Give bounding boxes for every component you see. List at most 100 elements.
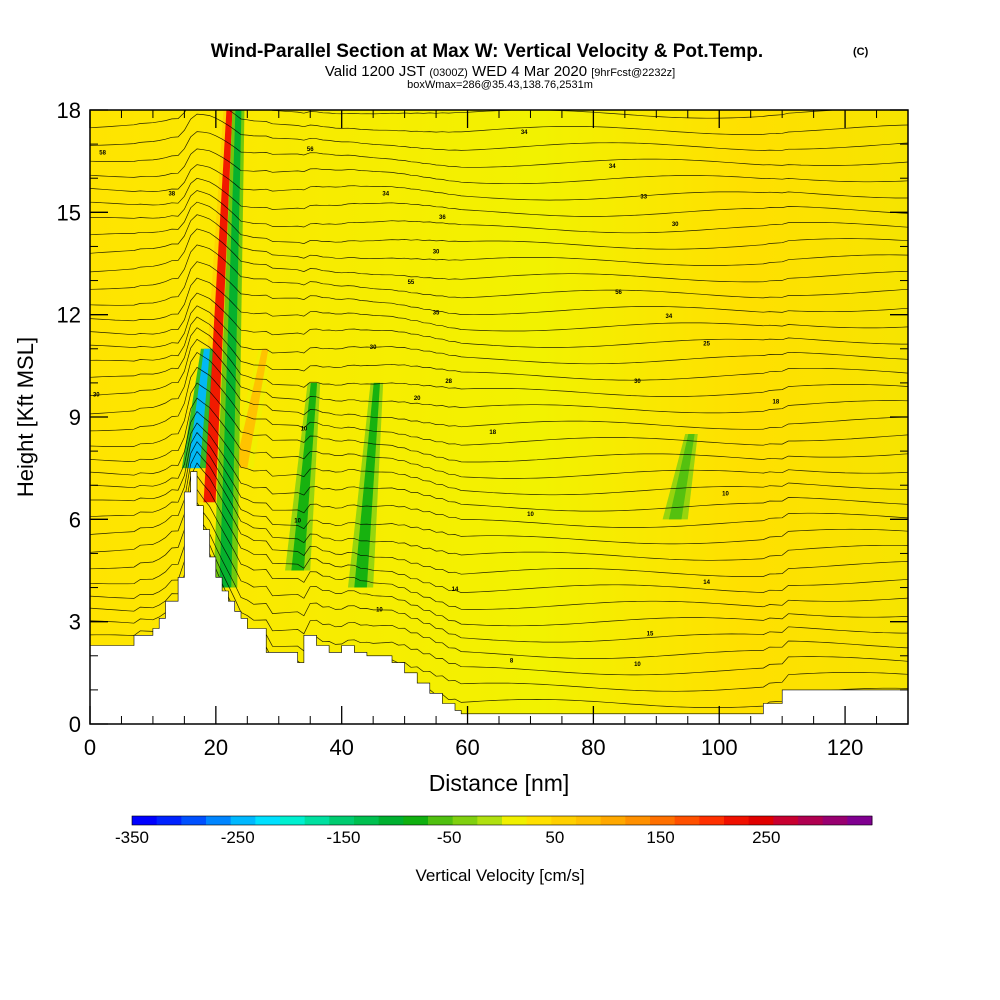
contour-label: 28 bbox=[445, 379, 452, 385]
velocity-core-downdraft bbox=[668, 434, 695, 520]
theta-contour-line bbox=[90, 462, 908, 577]
x-tick-label: 120 bbox=[827, 735, 864, 760]
y-tick-label: 18 bbox=[57, 98, 81, 123]
colorbar-swatch bbox=[280, 816, 306, 825]
theta-contour-line bbox=[90, 190, 908, 234]
y-tick-label: 6 bbox=[69, 507, 81, 532]
contour-label: 30 bbox=[433, 249, 440, 255]
y-tick-label: 15 bbox=[57, 200, 81, 225]
x-tick-label: 40 bbox=[329, 735, 353, 760]
colorbar-tick-label: -350 bbox=[115, 828, 149, 847]
y-tick-label: 9 bbox=[69, 405, 81, 430]
theta-contour-line bbox=[90, 244, 908, 299]
valid-time-line: Valid 1200 JST (0300Z) WED 4 Mar 2020 [9… bbox=[325, 63, 675, 80]
contour-label: 10 bbox=[294, 519, 301, 525]
y-tick-label: 12 bbox=[57, 303, 81, 328]
colorbar-swatch bbox=[798, 816, 824, 825]
colorbar-tick-label: -150 bbox=[326, 828, 360, 847]
theta-contour-line bbox=[90, 110, 908, 135]
theta-contour-line bbox=[90, 316, 908, 381]
theta-contour-line bbox=[90, 277, 908, 332]
colorbar-swatch bbox=[403, 816, 429, 825]
contour-labels: 58 38 56 34 34 34 33 30 36 30 55 56 35 34 30 25 28 30 30 20… bbox=[93, 130, 780, 668]
theta-contour-line bbox=[90, 327, 908, 397]
theta-contour-line bbox=[90, 366, 908, 446]
theta-contour-line bbox=[90, 292, 908, 348]
theta-contour-line bbox=[90, 513, 908, 643]
colorbar-swatch bbox=[181, 816, 207, 825]
theta-contour-line bbox=[90, 501, 908, 627]
colorbar-swatch bbox=[378, 816, 404, 825]
contour-label: 8 bbox=[510, 659, 514, 665]
theta-contour-line bbox=[90, 177, 908, 217]
contour-label: 18 bbox=[489, 430, 496, 436]
colorbar-swatch bbox=[724, 816, 750, 825]
contour-label: 30 bbox=[93, 393, 100, 399]
contour-label: 15 bbox=[647, 631, 654, 637]
y-tick-label: 3 bbox=[69, 610, 81, 635]
colorbar-swatch bbox=[699, 816, 725, 825]
contour-label: 30 bbox=[634, 379, 641, 385]
contour-label: 10 bbox=[376, 607, 383, 613]
x-axis-label: Distance [nm] bbox=[429, 770, 570, 796]
colorbar-swatch bbox=[452, 816, 478, 825]
chart-title: Wind-Parallel Section at Max W: Vertical… bbox=[211, 41, 763, 62]
contour-label: 34 bbox=[609, 164, 616, 170]
colorbar-swatch bbox=[477, 816, 503, 825]
contour-label: 20 bbox=[414, 396, 421, 402]
colorbar-swatch bbox=[132, 816, 158, 825]
colorbar: -350 -250 -150 -50 50 150 250 bbox=[115, 815, 873, 847]
velocity-core-downdraft bbox=[354, 382, 381, 588]
theta-contour-line bbox=[90, 382, 908, 463]
colorbar-swatch bbox=[625, 816, 651, 825]
theta-contour-line bbox=[90, 441, 908, 545]
valid-date: WED 4 Mar 2020 bbox=[472, 63, 587, 80]
theta-contour-line bbox=[90, 214, 908, 266]
valid-prefix: Valid 1200 JST bbox=[325, 63, 425, 80]
contour-label: 34 bbox=[666, 314, 673, 320]
colorbar-tick-label: 50 bbox=[545, 828, 564, 847]
valid-utc: (0300Z) bbox=[429, 67, 468, 79]
colorbar-swatch bbox=[822, 816, 848, 825]
theta-contour-line bbox=[90, 422, 908, 512]
colorbar-swatch bbox=[748, 816, 774, 825]
colorbar-swatch bbox=[674, 816, 700, 825]
theta-contour-line bbox=[90, 148, 908, 185]
colorbar-label: Vertical Velocity [cm/s] bbox=[415, 866, 584, 885]
theta-contour-line bbox=[90, 488, 908, 610]
theta-contour-line bbox=[90, 397, 908, 479]
colorbar-swatch bbox=[206, 816, 232, 825]
theta-contour-line bbox=[90, 338, 908, 414]
colorbar-swatch bbox=[502, 816, 528, 825]
terrain-mask bbox=[90, 471, 908, 724]
colorbar-swatch bbox=[650, 816, 676, 825]
contour-label: 10 bbox=[634, 662, 641, 668]
contour-label: 14 bbox=[703, 580, 710, 586]
theta-contours bbox=[90, 110, 908, 708]
colorbar-frame bbox=[131, 815, 873, 826]
theta-contour-line bbox=[90, 305, 908, 365]
colorbar-swatch bbox=[329, 816, 355, 825]
contour-label: 55 bbox=[408, 280, 415, 286]
contour-label: 34 bbox=[521, 130, 528, 136]
colorbar-swatch bbox=[551, 816, 577, 825]
colorbar-swatch bbox=[428, 816, 454, 825]
contour-label: 35 bbox=[433, 311, 440, 317]
contour-label: 38 bbox=[168, 191, 175, 197]
contour-label: 56 bbox=[307, 147, 314, 153]
colorbar-swatch bbox=[304, 816, 330, 825]
colorbar-swatch bbox=[354, 816, 380, 825]
x-tick-label: 60 bbox=[455, 735, 479, 760]
colorbar-swatch bbox=[600, 816, 626, 825]
contour-label: 58 bbox=[99, 150, 106, 156]
colorbar-swatch bbox=[576, 816, 602, 825]
contour-label: 34 bbox=[382, 191, 389, 197]
colorbar-tick-label: 150 bbox=[646, 828, 674, 847]
theta-contour-line bbox=[90, 131, 908, 168]
colorbar-swatch bbox=[156, 816, 182, 825]
contour-label: 18 bbox=[773, 399, 780, 405]
y-axis-label: Height [Kft MSL] bbox=[13, 337, 38, 497]
forecast-tag: [9hrFcst@2232z] bbox=[591, 67, 675, 79]
